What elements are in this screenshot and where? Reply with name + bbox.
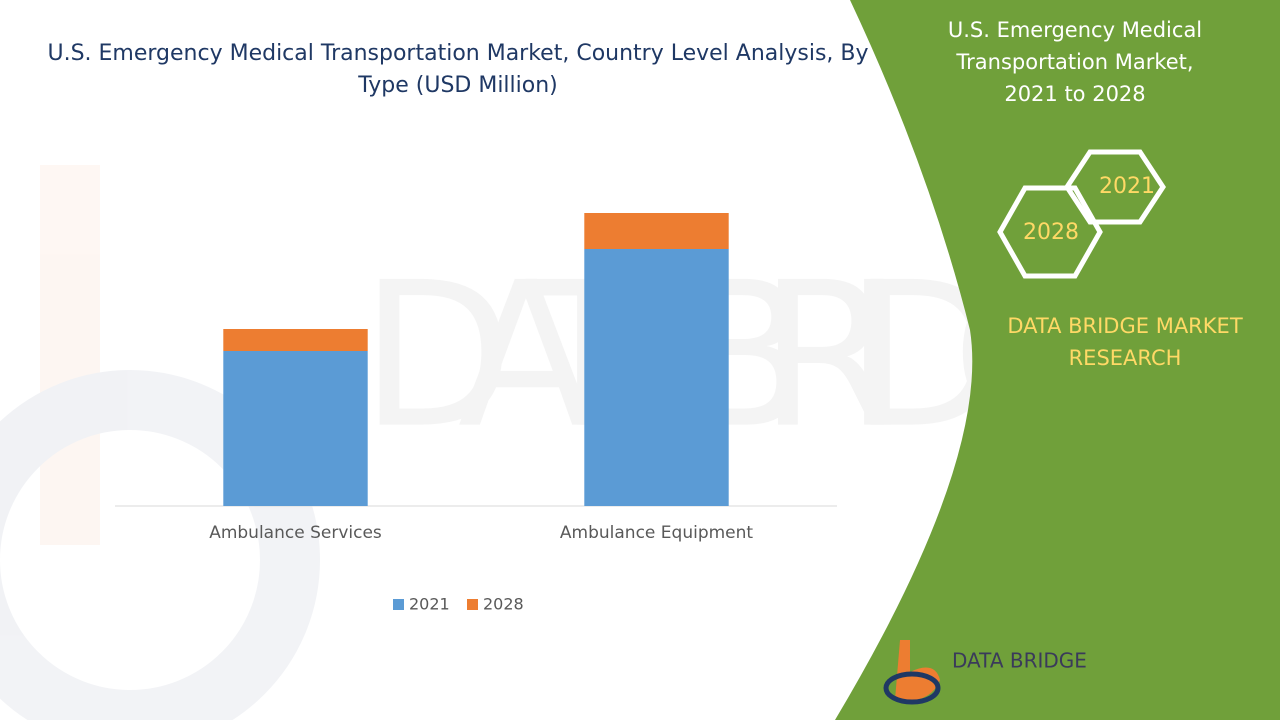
logo-icon <box>895 640 940 701</box>
legend-label: 2021 <box>409 595 450 614</box>
legend-label: 2028 <box>483 595 524 614</box>
chart-title: U.S. Emergency Medical Transportation Ma… <box>47 41 869 98</box>
side-panel <box>835 0 1280 720</box>
hexagon <box>997 185 1103 279</box>
x-tick-label: Ambulance Equipment <box>560 523 753 543</box>
bar-segment <box>584 213 729 249</box>
logo-icon <box>883 671 941 705</box>
bar-segment <box>584 249 729 506</box>
panel-title: U.S. Emergency Medical Transportation Ma… <box>947 18 1203 106</box>
x-tick-label: Ambulance Services <box>209 523 382 543</box>
legend-swatch <box>467 599 478 610</box>
logo-text: DATA BRIDGE <box>952 649 1087 673</box>
hexagon-label: 2028 <box>1023 220 1079 245</box>
brand: DATA BRIDGE MARKET RESEARCH <box>1007 314 1243 370</box>
bar-segment <box>223 351 368 506</box>
hexagon-label: 2021 <box>1099 174 1155 199</box>
bar-segment <box>223 329 368 351</box>
legend-swatch <box>393 599 404 610</box>
